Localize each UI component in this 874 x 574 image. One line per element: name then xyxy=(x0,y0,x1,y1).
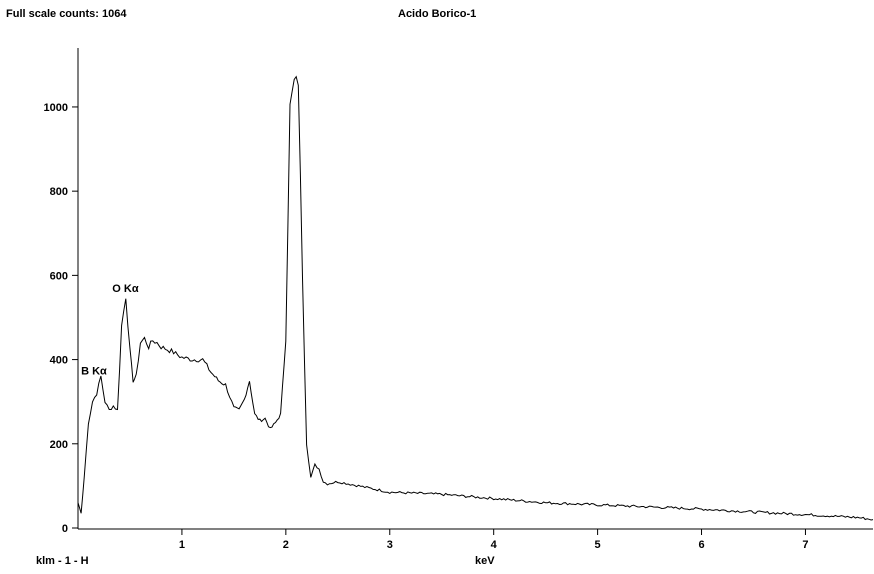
x-tick-label: 6 xyxy=(698,539,704,551)
y-tick-label: 600 xyxy=(50,270,68,282)
y-tick-label: 1000 xyxy=(44,102,68,114)
ticks: 0 200 400 600 800 1000 1 2 3 4 5 6 7 xyxy=(44,102,809,551)
x-tick-label: 2 xyxy=(283,539,289,551)
y-tick-label: 400 xyxy=(50,355,68,367)
annotations: B Kα O Kα xyxy=(81,283,139,377)
x-tick-label: 5 xyxy=(595,539,601,551)
peak-label: B Kα xyxy=(81,365,107,377)
spectrum-line xyxy=(77,75,874,521)
axes xyxy=(77,48,873,530)
peak-label: O Kα xyxy=(112,283,139,295)
footer-spectrum-id: klm - 1 - H xyxy=(36,555,89,567)
chart-title: Acido Borico-1 xyxy=(398,8,477,20)
x-tick-label: 3 xyxy=(387,539,393,551)
x-tick-label: 1 xyxy=(179,539,185,551)
x-tick-label: 7 xyxy=(802,539,808,551)
series xyxy=(77,75,874,521)
full-scale-counts: Full scale counts: 1064 xyxy=(6,8,127,20)
x-axis-label: keV xyxy=(475,555,495,567)
y-tick-label: 200 xyxy=(50,439,68,451)
x-tick-label: 4 xyxy=(491,539,498,551)
y-tick-label: 0 xyxy=(62,523,68,535)
y-tick-label: 800 xyxy=(50,186,68,198)
